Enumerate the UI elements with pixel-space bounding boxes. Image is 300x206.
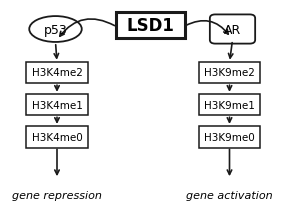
Text: H3K9me0: H3K9me0 xyxy=(204,132,255,142)
FancyBboxPatch shape xyxy=(116,13,184,39)
FancyBboxPatch shape xyxy=(199,94,260,116)
FancyBboxPatch shape xyxy=(26,94,88,116)
Text: H3K9me1: H3K9me1 xyxy=(204,100,255,110)
Ellipse shape xyxy=(29,17,82,43)
Text: AR: AR xyxy=(224,23,241,36)
FancyBboxPatch shape xyxy=(199,62,260,84)
Text: H3K4me2: H3K4me2 xyxy=(32,68,83,78)
Text: p53: p53 xyxy=(44,23,68,36)
Text: LSD1: LSD1 xyxy=(126,17,174,35)
Text: gene activation: gene activation xyxy=(186,190,273,200)
FancyBboxPatch shape xyxy=(210,15,255,44)
Text: H3K4me0: H3K4me0 xyxy=(32,132,83,142)
Text: H3K4me1: H3K4me1 xyxy=(32,100,83,110)
FancyBboxPatch shape xyxy=(26,62,88,84)
FancyBboxPatch shape xyxy=(26,126,88,148)
FancyBboxPatch shape xyxy=(199,126,260,148)
Text: H3K9me2: H3K9me2 xyxy=(204,68,255,78)
Text: gene repression: gene repression xyxy=(12,190,102,200)
